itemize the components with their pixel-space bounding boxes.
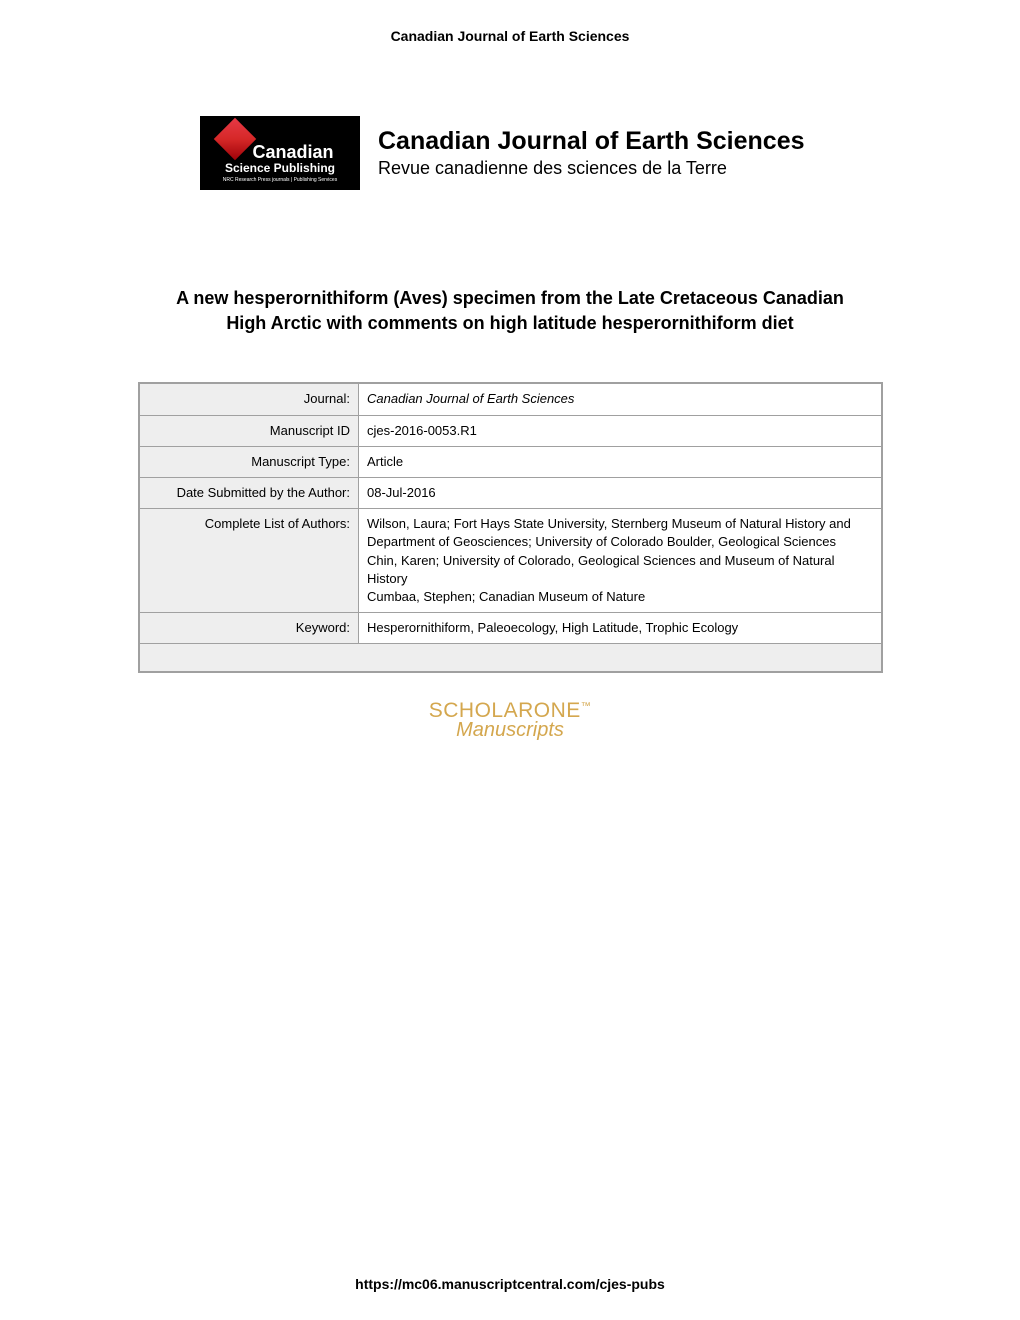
table-value: Hesperornithiform, Paleoecology, High La… xyxy=(359,613,882,644)
table-label: Manuscript Type: xyxy=(139,446,359,477)
table-row: Journal:Canadian Journal of Earth Scienc… xyxy=(139,383,882,415)
table-label: Date Submitted by the Author: xyxy=(139,477,359,508)
table-row: Keyword:Hesperornithiform, Paleoecology,… xyxy=(139,613,882,644)
table-label: Keyword: xyxy=(139,613,359,644)
page-header-title: Canadian Journal of Earth Sciences xyxy=(0,0,1020,44)
logo-sub-text: Science Publishing xyxy=(225,161,335,175)
table-label: Journal: xyxy=(139,383,359,415)
table-row: Manuscript Type:Article xyxy=(139,446,882,477)
journal-title-block: Canadian Journal of Earth Sciences Revue… xyxy=(378,127,805,179)
footer-url: https://mc06.manuscriptcentral.com/cjes-… xyxy=(0,1276,1020,1292)
table-row: Date Submitted by the Author:08-Jul-2016 xyxy=(139,477,882,508)
scholarone-sub-text: Manuscripts xyxy=(0,719,1020,742)
table-empty-row xyxy=(139,644,882,672)
journal-title-french: Revue canadienne des sciences de la Terr… xyxy=(378,158,805,179)
table-row: Manuscript IDcjes-2016-0053.R1 xyxy=(139,415,882,446)
table-value: Article xyxy=(359,446,882,477)
table-value: Wilson, Laura; Fort Hays State Universit… xyxy=(359,509,882,613)
logo-main-text: Canadian xyxy=(252,142,333,163)
publisher-logo: Canadian Science Publishing NRC Research… xyxy=(200,116,360,190)
table-row: Complete List of Authors:Wilson, Laura; … xyxy=(139,509,882,613)
table-value: cjes-2016-0053.R1 xyxy=(359,415,882,446)
journal-title-english: Canadian Journal of Earth Sciences xyxy=(378,127,805,156)
table-empty-cell xyxy=(139,644,882,672)
scholarone-branding: SCHOLARONE™ Manuscripts xyxy=(0,699,1020,742)
logo-tiny-text: NRC Research Press journals | Publishing… xyxy=(223,177,337,183)
logo-section: Canadian Science Publishing NRC Research… xyxy=(200,116,1020,190)
table-value: Canadian Journal of Earth Sciences xyxy=(359,383,882,415)
article-title: A new hesperornithiform (Aves) specimen … xyxy=(0,286,1020,336)
table-label: Complete List of Authors: xyxy=(139,509,359,613)
metadata-table: Journal:Canadian Journal of Earth Scienc… xyxy=(138,382,883,672)
logo-diamond-icon xyxy=(214,118,256,160)
table-value: 08-Jul-2016 xyxy=(359,477,882,508)
table-label: Manuscript ID xyxy=(139,415,359,446)
